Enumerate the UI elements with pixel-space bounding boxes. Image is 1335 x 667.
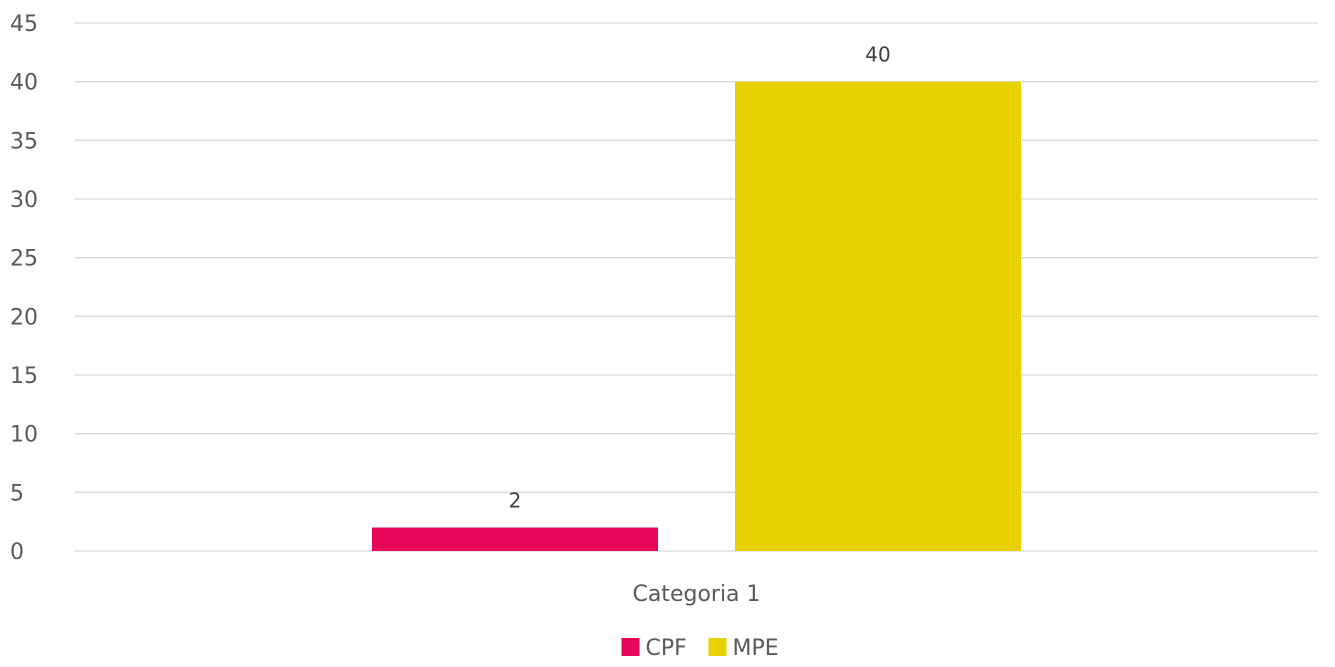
y-tick-label: 0	[10, 540, 24, 565]
x-axis-categories: Categoria 1	[632, 582, 760, 607]
legend-label: CPF	[646, 636, 687, 661]
data-labels: 2 40	[509, 43, 891, 513]
legend-item-cpf: CPF	[621, 636, 687, 661]
y-tick-label: 10	[10, 423, 38, 448]
bar-mpe	[735, 81, 1021, 552]
y-tick-label: 35	[10, 129, 38, 154]
legend: CPF MPE	[621, 636, 779, 661]
y-tick-label: 40	[10, 71, 38, 96]
legend-item-mpe: MPE	[708, 636, 779, 661]
legend-swatch	[708, 638, 727, 656]
gridlines	[75, 22, 1318, 552]
legend-swatch	[621, 638, 640, 656]
y-tick-label: 30	[10, 188, 38, 213]
y-axis-ticks: 0 5 10 15 20 25 30 35 40 45	[10, 12, 38, 565]
x-category-label: Categoria 1	[632, 582, 760, 607]
data-label-mpe: 40	[865, 43, 890, 67]
data-label-cpf: 2	[509, 489, 522, 513]
y-tick-label: 25	[10, 247, 38, 272]
y-tick-label: 5	[10, 481, 24, 506]
legend-label: MPE	[733, 636, 779, 661]
bar-cpf	[372, 527, 658, 551]
bars	[372, 81, 1021, 552]
y-tick-label: 45	[10, 12, 38, 37]
y-tick-label: 20	[10, 305, 38, 330]
y-tick-label: 15	[10, 364, 38, 389]
